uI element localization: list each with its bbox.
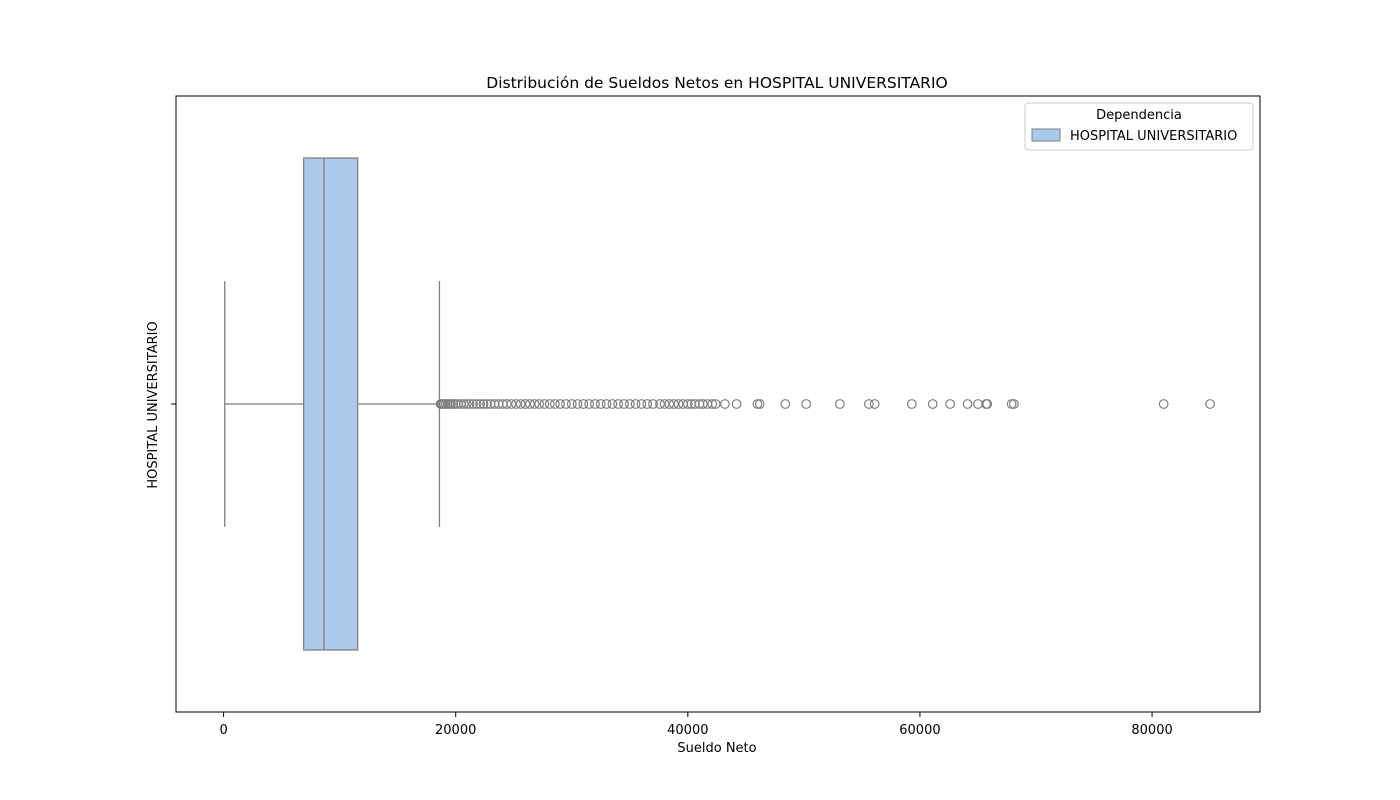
- outlier-point: [710, 399, 721, 409]
- outlier-point: [863, 399, 874, 409]
- outlier-point: [561, 399, 571, 409]
- iqr-box: [303, 157, 359, 651]
- outlier-point: [550, 399, 560, 409]
- outlier-point: [673, 399, 684, 409]
- outlier-point: [720, 399, 730, 409]
- outlier-point: [544, 399, 555, 409]
- outlier-point: [659, 399, 670, 409]
- outlier-point: [624, 399, 635, 409]
- outlier-point: [601, 399, 612, 409]
- outlier-point: [834, 399, 845, 409]
- outlier-point: [566, 399, 577, 409]
- legend-entry-label: HOSPITAL UNIVERSITARIO: [1070, 129, 1237, 144]
- outlier-point: [927, 399, 938, 409]
- outlier-point: [698, 399, 708, 409]
- x-tick-label: 80000: [1131, 723, 1172, 738]
- outlier-point: [471, 399, 482, 409]
- outlier-point: [525, 399, 535, 409]
- x-tick-label: 0: [219, 723, 227, 738]
- outlier-point: [655, 399, 665, 409]
- outlier-point: [520, 399, 531, 409]
- outlier-point: [555, 399, 566, 409]
- outlier-point: [630, 399, 641, 409]
- outlier-point: [578, 399, 589, 409]
- x-tick-label: 60000: [899, 723, 940, 738]
- outlier-point: [506, 399, 517, 409]
- x-tick-label: 40000: [667, 723, 708, 738]
- outlier-point: [613, 399, 624, 409]
- outlier-point: [682, 399, 693, 409]
- outlier-point: [945, 399, 956, 409]
- outlier-point: [478, 399, 489, 409]
- outlier-point: [511, 399, 521, 409]
- outlier-point: [1205, 399, 1215, 409]
- outlier-point: [501, 399, 512, 409]
- outlier-point: [801, 399, 812, 409]
- outlier-point: [664, 399, 675, 409]
- outlier-point: [515, 399, 526, 409]
- outlier-point: [572, 399, 583, 409]
- outlier-point: [468, 399, 479, 409]
- y-axis-label: HOSPITAL UNIVERSITARIO: [146, 321, 161, 488]
- outlier-point: [982, 399, 993, 409]
- outlier-point: [607, 399, 618, 409]
- outlier-point: [869, 399, 880, 409]
- legend-frame: [1024, 102, 1254, 151]
- outlier-point: [731, 399, 742, 409]
- chart-title: Distribución de Sueldos Netos en HOSPITA…: [486, 74, 947, 92]
- outlier-point: [464, 399, 475, 409]
- outlier-point: [529, 399, 540, 409]
- outlier-point: [475, 399, 485, 409]
- outlier-point: [1009, 399, 1019, 409]
- outlier-point: [973, 399, 983, 409]
- outlier-point: [534, 399, 545, 409]
- outlier-point: [668, 399, 679, 409]
- outlier-point: [648, 399, 658, 409]
- x-tick-label: 20000: [435, 723, 476, 738]
- outlier-point: [754, 399, 765, 409]
- outlier-point: [458, 399, 469, 409]
- legend-swatch: [1031, 128, 1061, 142]
- outlier-point: [461, 399, 472, 409]
- outlier-point: [906, 399, 917, 409]
- outlier-point: [539, 399, 550, 409]
- outlier-point: [619, 399, 629, 409]
- outlier-point: [584, 399, 595, 409]
- outlier-point: [1158, 399, 1169, 409]
- outlier-point: [595, 399, 606, 409]
- x-axis-label: Sueldo Neto: [677, 741, 756, 756]
- outlier-point: [636, 399, 647, 409]
- plot-area: 0 20000 40000 60000 80000: [171, 95, 1261, 738]
- outlier-point: [590, 399, 600, 409]
- outlier-point: [707, 399, 718, 409]
- outlier-point: [482, 399, 492, 409]
- outlier-point: [962, 399, 973, 409]
- outlier-point: [780, 399, 791, 409]
- legend-title: Dependencia: [1096, 108, 1182, 123]
- outlier-point: [642, 399, 653, 409]
- legend: Dependencia HOSPITAL UNIVERSITARIO: [1024, 102, 1254, 151]
